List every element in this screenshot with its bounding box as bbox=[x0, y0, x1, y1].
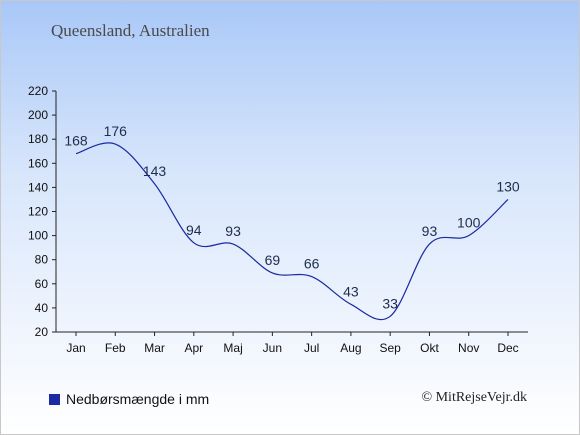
data-label: 168 bbox=[64, 133, 88, 149]
x-tick-label: Sep bbox=[380, 341, 402, 355]
x-tick-label: Apr bbox=[184, 341, 203, 355]
legend: Nedbørsmængde i mm bbox=[49, 391, 209, 407]
x-tick-label: Feb bbox=[105, 341, 126, 355]
x-tick-label: Jan bbox=[66, 341, 85, 355]
x-tick-label: Dec bbox=[497, 341, 518, 355]
y-tick-label: 20 bbox=[35, 325, 49, 339]
x-tick-label: Jun bbox=[263, 341, 282, 355]
y-tick-label: 100 bbox=[28, 229, 48, 243]
x-tick-label: Aug bbox=[340, 341, 361, 355]
y-tick-label: 120 bbox=[28, 205, 48, 219]
data-label: 43 bbox=[343, 283, 359, 299]
chart-title: Queensland, Australien bbox=[51, 21, 210, 40]
data-label: 66 bbox=[304, 256, 320, 272]
data-label: 143 bbox=[143, 163, 167, 179]
y-tick-label: 200 bbox=[28, 108, 48, 122]
data-label: 69 bbox=[265, 252, 281, 268]
x-tick-label: Jul bbox=[304, 341, 319, 355]
y-tick-label: 140 bbox=[28, 180, 48, 194]
data-label: 93 bbox=[225, 223, 241, 239]
y-tick-label: 160 bbox=[28, 156, 48, 170]
y-tick-label: 180 bbox=[28, 132, 48, 146]
x-tick-label: Maj bbox=[223, 341, 242, 355]
legend-label: Nedbørsmængde i mm bbox=[66, 391, 210, 407]
y-tick-label: 40 bbox=[35, 301, 49, 315]
data-label: 130 bbox=[496, 178, 520, 194]
x-tick-label: Mar bbox=[144, 341, 165, 355]
credit-text[interactable]: © MitRejseVejr.dk bbox=[421, 390, 527, 405]
data-label: 93 bbox=[422, 223, 438, 239]
y-tick-label: 220 bbox=[28, 84, 48, 98]
data-label: 33 bbox=[382, 295, 398, 311]
data-label: 176 bbox=[104, 123, 128, 139]
series-line bbox=[75, 142, 509, 321]
y-tick-label: 60 bbox=[35, 277, 49, 291]
data-label: 100 bbox=[457, 215, 481, 231]
x-tick-label: Nov bbox=[458, 341, 479, 355]
x-tick-label: Okt bbox=[420, 341, 439, 355]
data-label: 94 bbox=[186, 222, 202, 238]
y-tick-label: 80 bbox=[35, 253, 49, 267]
legend-swatch bbox=[49, 393, 60, 405]
